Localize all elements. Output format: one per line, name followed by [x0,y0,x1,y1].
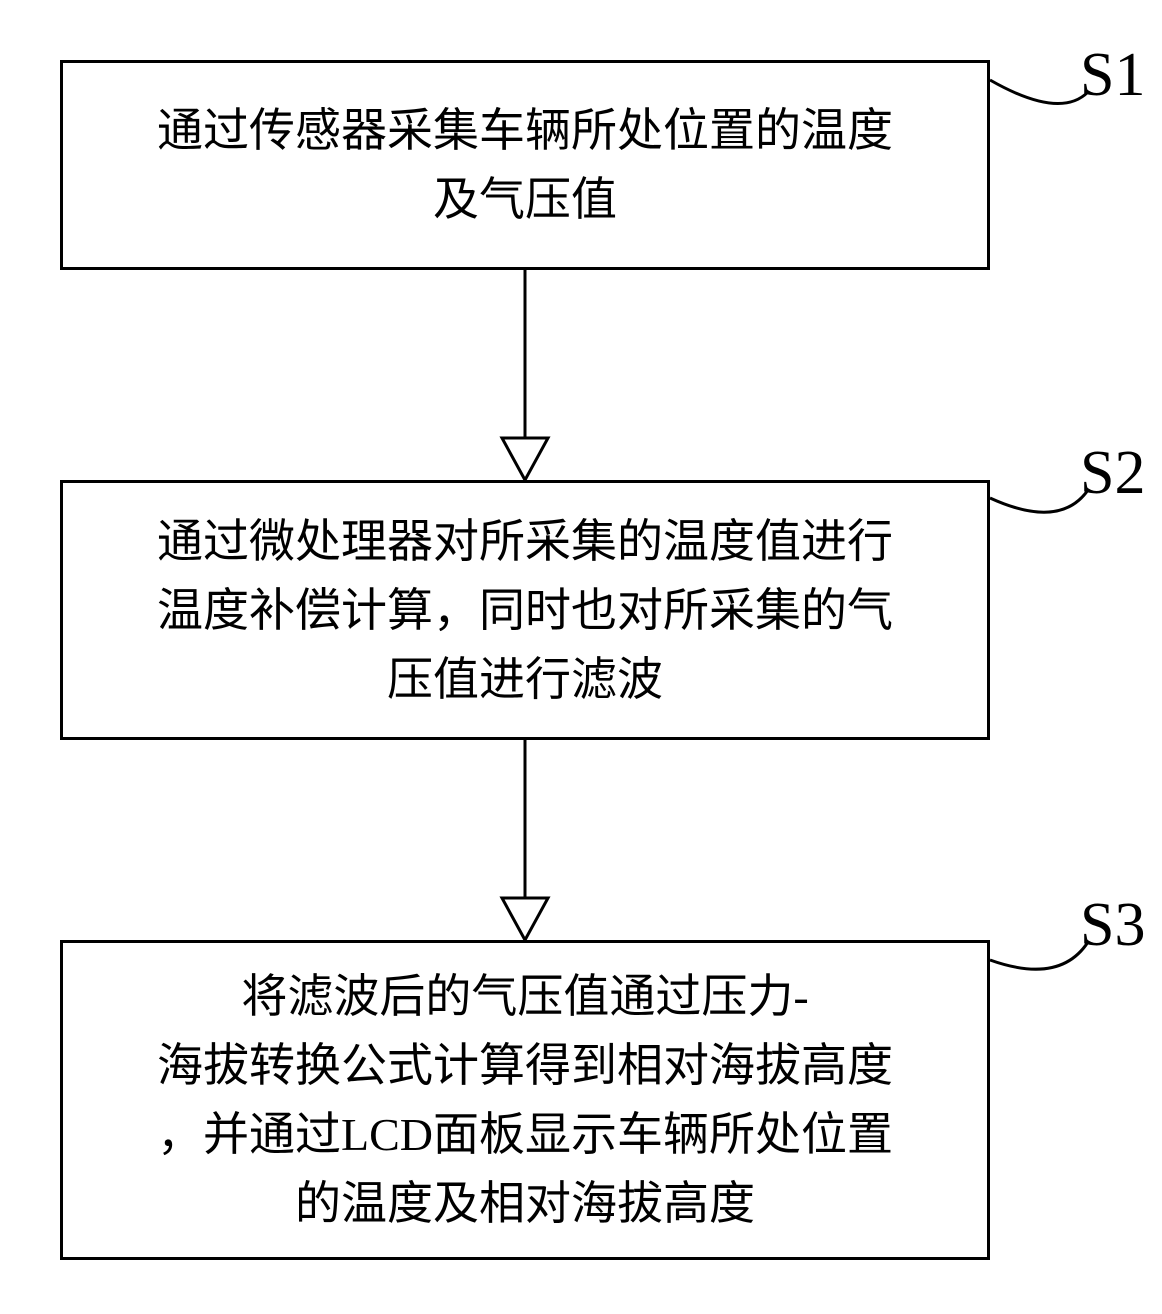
arrow-s2-s3 [502,740,548,940]
step-text-s3: 将滤波后的气压值通过压力- 海拔转换公式计算得到相对海拔高度 ，并通过LCD面板… [157,962,893,1238]
step-label-s1: S1 [1080,40,1145,111]
step-text-s2: 通过微处理器对所采集的温度值进行 温度补偿计算，同时也对所采集的气 压值进行滤波 [157,507,893,714]
step-text-s1: 通过传感器采集车辆所处位置的温度 及气压值 [157,96,893,234]
step-box-s2: 通过微处理器对所采集的温度值进行 温度补偿计算，同时也对所采集的气 压值进行滤波 [60,480,990,740]
step-box-s3: 将滤波后的气压值通过压力- 海拔转换公式计算得到相对海拔高度 ，并通过LCD面板… [60,940,990,1260]
arrow-s1-s2 [502,270,548,480]
leader-s2 [990,490,1088,512]
leader-s1 [990,80,1088,104]
step-label-s2: S2 [1080,438,1145,509]
leader-s3 [990,942,1088,969]
step-box-s1: 通过传感器采集车辆所处位置的温度 及气压值 [60,60,990,270]
flowchart-canvas: 通过传感器采集车辆所处位置的温度 及气压值 S1 通过微处理器对所采集的温度值进… [20,20,1162,1294]
step-label-s3: S3 [1080,890,1145,961]
